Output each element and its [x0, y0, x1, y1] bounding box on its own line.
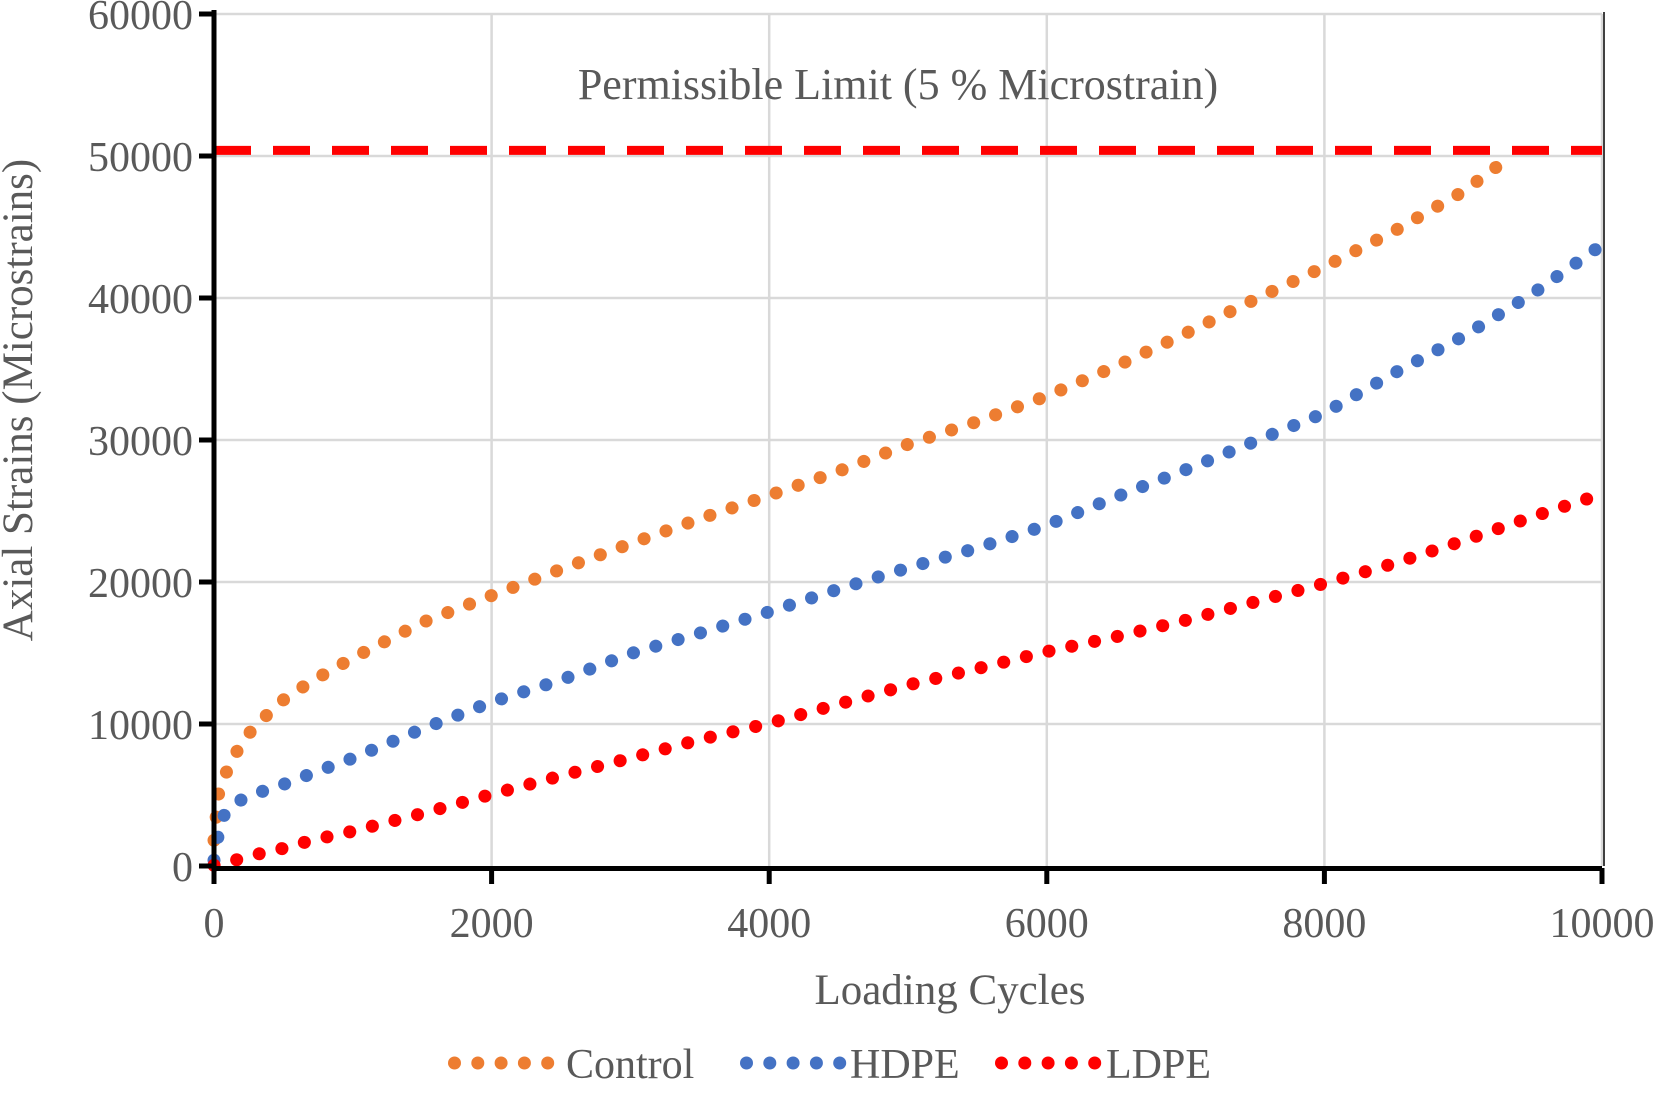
- legend-entry-hdpe: HDPE: [740, 1042, 960, 1088]
- legend-marker-dot: [494, 1056, 508, 1070]
- data-series: [207, 159, 1609, 872]
- legend-marker-dot: [1088, 1056, 1102, 1070]
- legend-label-ldpe: LDPE: [1106, 1042, 1211, 1088]
- x-tick-label: 4000: [727, 901, 811, 947]
- y-tick-label: 0: [172, 845, 193, 891]
- x-tick-label: 2000: [450, 901, 534, 947]
- legend-marker-dot: [448, 1056, 461, 1070]
- y-tick-label: 30000: [88, 419, 193, 465]
- legend-entry-ldpe: LDPE: [995, 1042, 1211, 1088]
- legend-entry-control: Control: [448, 1042, 694, 1088]
- x-tick-label: 6000: [1005, 901, 1089, 947]
- y-tick-label: 10000: [88, 703, 193, 749]
- legend-marker-dot: [809, 1056, 823, 1070]
- legend-marker-dot: [1018, 1056, 1032, 1070]
- x-tick-label: 0: [204, 901, 225, 947]
- series-ldpe-dots: [207, 487, 1609, 872]
- legend-marker-dot: [763, 1056, 777, 1070]
- tick-labels: 0 10000 20000 30000 40000 50000 60000 0 2000 4000…: [88, 0, 1654, 947]
- legend-label-control: Control: [566, 1042, 694, 1088]
- legend-marker-dot: [1064, 1056, 1078, 1070]
- y-tick-label: 40000: [88, 277, 193, 323]
- legend-marker-dot: [1041, 1056, 1055, 1070]
- x-tick-label: 10000: [1550, 901, 1654, 947]
- axes: [199, 10, 1605, 884]
- x-axis-title: Loading Cycles: [814, 967, 1085, 1014]
- y-tick-label: 50000: [88, 135, 193, 181]
- series-control-dots: [207, 159, 1505, 847]
- legend: Control HDPE LDPE: [448, 1042, 1211, 1088]
- y-tick-label: 20000: [88, 561, 193, 607]
- y-axis-title: Axial Strains (Microstrains): [0, 159, 42, 641]
- legend-label-hdpe: HDPE: [850, 1042, 960, 1088]
- legend-marker-dot: [471, 1056, 485, 1070]
- legend-marker-dot: [833, 1056, 847, 1070]
- legend-marker-dot: [517, 1056, 531, 1070]
- x-tick-label: 8000: [1282, 901, 1366, 947]
- limit-annotation-label: Permissible Limit (5 % Microstrain): [578, 60, 1218, 109]
- legend-marker-dot: [541, 1056, 555, 1070]
- y-tick-label: 60000: [88, 0, 193, 39]
- legend-marker-dot: [786, 1056, 800, 1070]
- legend-marker-dot: [740, 1056, 753, 1070]
- series-hdpe-dots: [207, 243, 1602, 867]
- gridlines: [214, 12, 1605, 866]
- legend-marker-dot: [995, 1056, 1008, 1070]
